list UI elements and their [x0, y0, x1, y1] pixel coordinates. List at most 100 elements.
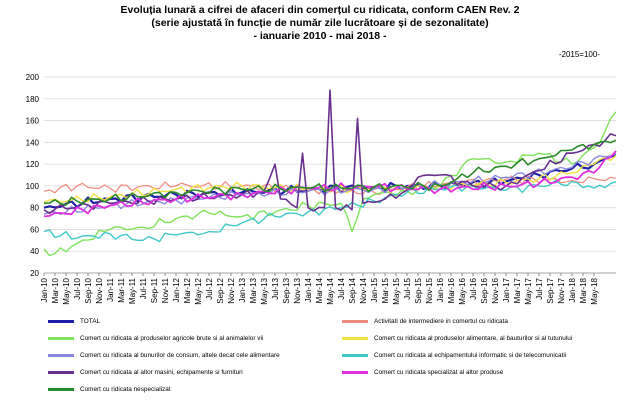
- series-line: [43, 111, 617, 257]
- legend-item: Comert cu ridicata specializat al altor …: [342, 369, 503, 376]
- x-tick-label: May-18: [590, 277, 599, 304]
- x-tick-label: May-10: [62, 277, 71, 304]
- y-tick-label: 20: [30, 269, 39, 278]
- x-tick-label: Mar-11: [117, 277, 126, 302]
- legend-swatch: [48, 388, 74, 391]
- x-tick-label: Mar-12: [183, 277, 192, 303]
- x-tick-label: Jan-11: [106, 277, 115, 301]
- x-tick-label: Jan-10: [40, 277, 49, 302]
- legend-label: Comert cu ridicata al produselor agricol…: [80, 335, 264, 342]
- x-tick-label: Jan-13: [238, 277, 247, 302]
- x-tick-label: Mar-16: [447, 277, 456, 303]
- series-lines: [43, 89, 617, 257]
- x-tick-label: Jan-18: [568, 277, 577, 302]
- legend-swatch: [48, 371, 74, 374]
- x-tick-label: Mar-18: [579, 277, 588, 303]
- x-tick-label: Sep-11: [150, 277, 159, 303]
- legend-label: TOTAL: [80, 318, 101, 325]
- x-tick-label: Nov-10: [95, 277, 104, 303]
- x-tick-label: May-17: [524, 277, 533, 304]
- x-tick-label: Jul-11: [139, 277, 148, 299]
- x-tick-label: Nov-15: [425, 277, 434, 303]
- legend-item: Comert cu ridicata nespecializat: [48, 386, 171, 393]
- x-tick-label: Mar-13: [249, 277, 258, 303]
- legend-item: Comert cu ridicata al altor masini, echi…: [48, 369, 243, 376]
- chart-period: - ianuarie 2010 - mai 2018 -: [253, 30, 387, 42]
- x-tick-label: Sep-16: [480, 277, 489, 303]
- x-tick-label: Jul-10: [73, 277, 82, 299]
- x-tick-label: Jul-16: [469, 277, 478, 299]
- x-tick-label: Sep-15: [414, 277, 423, 303]
- y-tick-label: 80: [30, 204, 39, 213]
- x-tick-label: Jul-12: [205, 277, 214, 299]
- x-tick-label: Jul-15: [403, 277, 412, 299]
- x-tick-label: Sep-17: [546, 277, 555, 303]
- y-tick-label: 140: [26, 138, 40, 147]
- chart-title: Evoluția lunară a cifrei de afaceri din …: [120, 4, 520, 16]
- legend-label: Comert cu ridicata al altor masini, echi…: [80, 369, 243, 376]
- x-tick-label: Jan-16: [436, 277, 445, 302]
- x-tick-label: Jan-15: [370, 277, 379, 302]
- x-tick-label: Jul-13: [271, 277, 280, 299]
- x-tick-label: Sep-14: [348, 277, 357, 303]
- x-tick-label: Jan-17: [502, 277, 511, 302]
- y-tick-label: 40: [30, 247, 39, 256]
- series-line: [43, 89, 617, 215]
- legend-label: Comert cu ridicata al echipamentului inf…: [374, 352, 567, 359]
- series-line: [43, 150, 617, 218]
- y-tick-label: 180: [26, 95, 40, 104]
- x-tick-label: May-12: [194, 277, 203, 304]
- legend-label: Comert cu ridicata al bunurilor de consu…: [80, 352, 280, 359]
- x-tick-label: Nov-17: [557, 277, 566, 303]
- legend-item: Comert cu ridicata al echipamentului inf…: [342, 352, 566, 359]
- x-tick-label: Mar-14: [315, 277, 324, 303]
- y-tick-label: 100: [26, 182, 40, 191]
- x-tick-label: May-13: [260, 277, 269, 304]
- series-line: [43, 179, 617, 243]
- x-tick-label: Sep-10: [84, 277, 93, 303]
- base-year-note: -2015=100-: [558, 50, 600, 59]
- x-tick-label: Jan-12: [172, 277, 181, 302]
- x-tick-label: Mar-17: [513, 277, 522, 303]
- legend-swatch: [342, 320, 368, 323]
- legend-item: Comert cu ridicata al produselor agricol…: [48, 335, 263, 342]
- x-tick-label: May-16: [458, 277, 467, 304]
- series-line: [43, 139, 617, 206]
- legend-swatch: [48, 320, 74, 323]
- legend-swatch: [342, 354, 368, 357]
- x-tick-label: Sep-12: [216, 277, 225, 303]
- legend-swatch: [48, 337, 74, 340]
- y-tick-label: 160: [26, 117, 40, 126]
- legend-swatch: [48, 354, 74, 357]
- legend-label: Comert cu ridicata nespecializat: [80, 386, 171, 393]
- legend-swatch: [342, 371, 368, 374]
- x-tick-label: Nov-13: [293, 277, 302, 303]
- x-tick-label: Jul-17: [535, 277, 544, 299]
- legend-item: TOTAL: [48, 318, 100, 325]
- y-tick-label: 200: [26, 73, 40, 82]
- x-tick-label: Mar-10: [51, 277, 60, 303]
- x-tick-label: Nov-11: [161, 277, 170, 303]
- chart-subtitle: (serie ajustată în funcție de număr zile…: [151, 17, 489, 29]
- x-tick-label: Jan-14: [304, 277, 313, 302]
- legend-item: Activitati de intermediere in comertul c…: [342, 318, 508, 325]
- x-tick-label: May-11: [128, 277, 137, 304]
- x-tick-label: Nov-16: [491, 277, 500, 303]
- x-tick-label: May-14: [326, 277, 335, 304]
- x-tick-label: Mar-15: [381, 277, 390, 303]
- legend-item: Comert cu ridicata al produselor aliment…: [342, 335, 572, 342]
- x-tick-label: May-15: [392, 277, 401, 304]
- legend-label: Comert cu ridicata al produselor aliment…: [374, 335, 573, 342]
- x-tick-label: Nov-14: [359, 277, 368, 303]
- legend-label: Comert cu ridicata specializat al altor …: [374, 369, 504, 376]
- x-tick-label: Jul-14: [337, 277, 346, 299]
- legend-label: Activitati de intermediere in comertul c…: [374, 318, 508, 325]
- x-tick-label: Sep-13: [282, 277, 291, 303]
- y-tick-label: 120: [26, 160, 40, 169]
- legend-item: Comert cu ridicata al bunurilor de consu…: [48, 352, 280, 359]
- y-tick-label: 60: [30, 225, 39, 234]
- legend-swatch: [342, 337, 368, 340]
- x-tick-label: Nov-12: [227, 277, 236, 303]
